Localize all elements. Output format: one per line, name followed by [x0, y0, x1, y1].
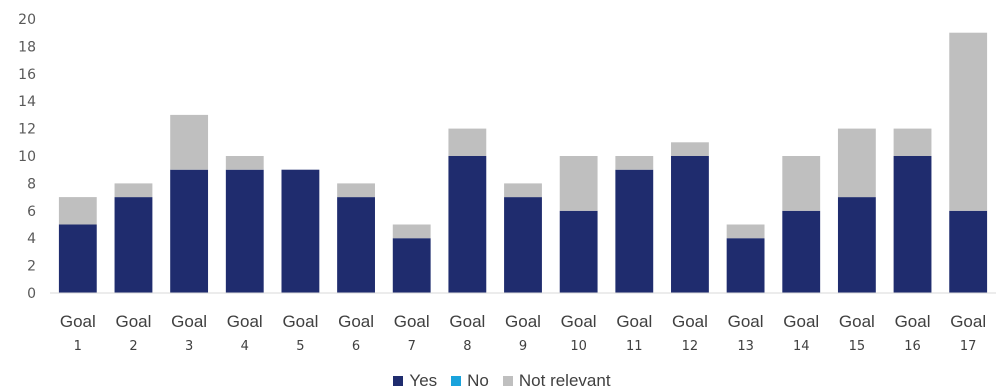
bar-segment — [170, 114, 209, 170]
bar-segment — [893, 156, 932, 293]
legend-item: No — [451, 371, 489, 391]
bar-segment — [782, 156, 821, 211]
bar-segment — [504, 197, 542, 293]
bar-segment — [337, 183, 375, 198]
bar-segment — [615, 169, 654, 293]
x-tick-label: Goal — [449, 312, 485, 331]
x-tick-number: 1 — [74, 339, 82, 354]
x-tick-number: 7 — [408, 339, 416, 354]
bar-segment — [448, 156, 487, 293]
bar-segment — [337, 197, 375, 293]
bar-segment — [893, 128, 932, 156]
x-tick-number: 9 — [519, 339, 527, 354]
y-tick-label: 4 — [27, 231, 36, 247]
bar-segment — [559, 210, 598, 293]
bar-segment — [671, 156, 709, 293]
bar-segment — [837, 197, 876, 293]
x-tick-label: Goal — [227, 312, 263, 331]
legend-label: No — [467, 371, 489, 390]
x-tick-label: Goal — [783, 312, 819, 331]
x-tick-number: 5 — [296, 339, 304, 354]
legend-swatch — [451, 376, 462, 386]
bar-segment — [726, 238, 765, 293]
bar-segment — [615, 156, 654, 170]
x-tick-label: Goal — [561, 312, 597, 331]
bar-segment — [504, 183, 542, 198]
x-tick-label: Goal — [171, 312, 207, 331]
bar-segment — [58, 197, 97, 225]
y-tick-label: 18 — [18, 39, 36, 55]
bar-segment — [837, 128, 876, 198]
x-tick-number: 10 — [570, 339, 587, 354]
bar-segment — [225, 156, 264, 170]
x-axis-labels: Goal 1 Goal 2 Goal 3 Goal 4 Goal 5 Goal 6 Goal 7 Goal 8… — [60, 312, 986, 354]
legend-swatch — [393, 376, 404, 386]
x-tick-number: 3 — [185, 339, 193, 354]
bar-segment — [448, 128, 487, 156]
y-tick-label: 6 — [27, 204, 36, 220]
x-tick-number: 12 — [682, 339, 699, 354]
bar-segment — [170, 169, 209, 293]
x-tick-label: Goal — [394, 312, 430, 331]
legend-item: Yes — [393, 371, 437, 391]
y-tick-label: 0 — [27, 286, 36, 302]
bar-segment — [726, 224, 765, 239]
bar-segment — [114, 183, 153, 198]
bars — [58, 32, 988, 293]
y-tick-label: 2 — [27, 259, 36, 275]
y-tick-label: 20 — [18, 12, 36, 28]
bar-segment — [58, 224, 97, 293]
x-tick-number: 8 — [463, 339, 471, 354]
y-tick-label: 8 — [27, 176, 36, 192]
x-tick-number: 6 — [352, 339, 360, 354]
legend-item: Not relevant — [502, 371, 611, 391]
legend: Yes No Not relevant — [0, 370, 1004, 392]
x-tick-label: Goal — [672, 312, 708, 331]
x-tick-label: Goal — [60, 312, 96, 331]
x-tick-label: Goal — [728, 312, 764, 331]
x-tick-number: 2 — [129, 339, 137, 354]
x-tick-label: Goal — [895, 312, 931, 331]
y-tick-label: 16 — [18, 67, 36, 83]
x-tick-number: 15 — [849, 339, 866, 354]
bar-segment — [559, 156, 598, 211]
legend-label: Not relevant — [518, 371, 611, 390]
x-tick-number: 13 — [737, 339, 754, 354]
y-axis-ticks: 0 2 4 6 8 10 12 14 16 18 20 — [18, 12, 36, 302]
x-tick-number: 17 — [960, 339, 977, 354]
x-tick-number: 11 — [626, 339, 643, 354]
x-tick-label: Goal — [338, 312, 374, 331]
x-tick-label: Goal — [282, 312, 318, 331]
bar-segment — [281, 169, 320, 293]
bar-segment — [949, 210, 988, 293]
x-tick-label: Goal — [116, 312, 152, 331]
legend-swatch — [502, 376, 513, 386]
bar-segment — [949, 32, 988, 211]
bar-segment — [671, 142, 709, 156]
x-tick-label: Goal — [505, 312, 541, 331]
x-tick-label: Goal — [839, 312, 875, 331]
x-tick-label: Goal — [616, 312, 652, 331]
bar-segment — [114, 197, 153, 293]
y-tick-label: 10 — [18, 149, 36, 165]
bar-segment — [392, 224, 431, 239]
x-tick-label: Goal — [950, 312, 986, 331]
x-tick-number: 16 — [904, 339, 921, 354]
bar-segment — [225, 169, 264, 293]
x-tick-number: 4 — [241, 339, 249, 354]
y-tick-label: 14 — [18, 94, 36, 110]
bar-segment — [782, 210, 821, 293]
legend-label: Yes — [409, 371, 438, 390]
y-tick-label: 12 — [18, 122, 36, 138]
bar-segment — [392, 238, 431, 293]
x-tick-number: 14 — [793, 339, 810, 354]
